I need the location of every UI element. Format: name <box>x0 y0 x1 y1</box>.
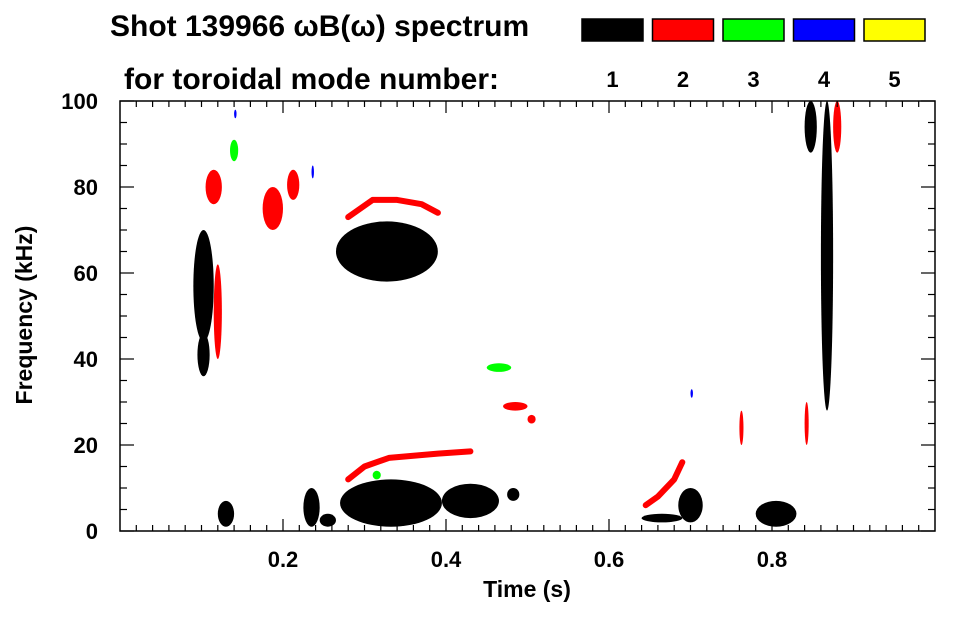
legend-label-mode-5: 5 <box>888 67 900 92</box>
mode-1-blob-8 <box>335 221 438 282</box>
mode-1-blob-10 <box>678 488 703 523</box>
mode-1-blob-6 <box>441 483 499 519</box>
mode-4-blob-1 <box>311 165 314 179</box>
mode-2-trace-1 <box>345 448 474 483</box>
mode-2-blob-3 <box>213 264 222 360</box>
mode-1-blob-11 <box>755 500 797 527</box>
mode-3-blob-2 <box>372 470 381 480</box>
legend-label-mode-4: 4 <box>818 67 831 92</box>
mode-1-blob-0 <box>193 230 214 342</box>
mode-2-blob-5 <box>503 402 528 411</box>
mode-2-blob-1 <box>262 187 283 230</box>
y-tick-label: 80 <box>74 175 98 200</box>
mode-1-blob-5 <box>340 479 442 527</box>
legend-label-mode-2: 2 <box>677 67 689 92</box>
legend-swatch-mode-1 <box>581 18 644 42</box>
mode-2-blob-4 <box>833 101 842 153</box>
mode-1-blob-7 <box>507 488 520 501</box>
y-tick-label: 0 <box>86 519 98 544</box>
mode-legend: 1 2 3 4 5 <box>581 18 926 92</box>
legend-label-mode-1: 1 <box>606 67 618 92</box>
x-tick-label: 0.8 <box>757 547 788 572</box>
mode-1-blob-12 <box>820 101 834 411</box>
mode-1-blob-4 <box>319 513 336 527</box>
mode-3-blob-0 <box>230 139 239 162</box>
x-tick-label: 0.2 <box>268 547 299 572</box>
x-axis-label: Time (s) <box>483 576 571 602</box>
mode-2-blob-0 <box>205 169 222 205</box>
y-tick-label: 40 <box>74 347 98 372</box>
mode-4-blob-0 <box>234 109 237 119</box>
x-tick-label: 0.4 <box>431 547 462 572</box>
chart-subtitle: for toroidal mode number: <box>124 63 499 96</box>
legend-swatch-mode-3 <box>722 18 785 42</box>
legend-swatch-mode-4 <box>792 18 856 42</box>
mode-2-trace-0 <box>345 196 441 221</box>
y-tick-label: 60 <box>74 261 98 286</box>
mode-3-blob-1 <box>486 363 512 372</box>
chart-title: Shot 139966 ωB(ω) spectrum <box>110 10 529 43</box>
legend-swatch-mode-5 <box>863 18 926 42</box>
mode-2-blob-6 <box>527 414 536 424</box>
mode-1-blob-2 <box>217 500 235 527</box>
spectrum-data <box>193 101 842 527</box>
legend-swatch-mode-2 <box>651 18 715 42</box>
y-axis-label: Frequency (kHz) <box>11 226 37 405</box>
mode-4-blob-2 <box>690 389 693 398</box>
mode-1-blob-3 <box>303 488 320 527</box>
y-tick-label: 20 <box>74 433 98 458</box>
x-tick-label: 0.6 <box>594 547 625 572</box>
mode-2-trace-2 <box>642 459 686 509</box>
mode-1-blob-9 <box>641 513 683 523</box>
mode-2-blob-7 <box>739 410 744 445</box>
mode-1-blob-1 <box>197 333 210 377</box>
mode-1-blob-13 <box>804 101 817 153</box>
mode-2-blob-8 <box>804 402 809 445</box>
mode-2-blob-2 <box>287 169 300 200</box>
axes: 0.2 0.4 0.6 0.8 0 20 40 60 80 100 <box>61 89 936 572</box>
y-tick-label: 100 <box>61 89 98 114</box>
legend-label-mode-3: 3 <box>747 67 759 92</box>
